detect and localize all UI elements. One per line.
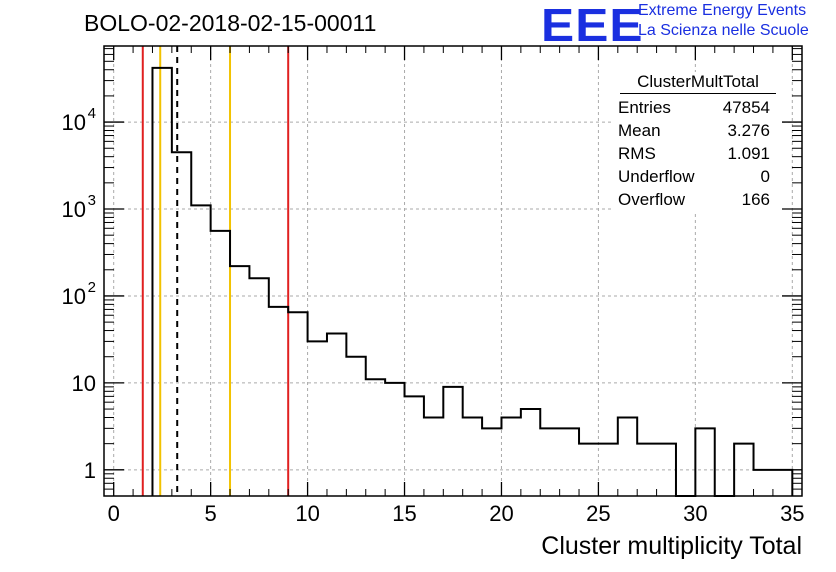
stats-label: RMS [618, 144, 656, 163]
stats-title: ClusterMultTotal [620, 72, 776, 94]
x-tick-label: 25 [586, 501, 610, 526]
x-tick-label: 0 [108, 501, 120, 526]
stats-row-entries: Entries 47854 [612, 96, 782, 119]
stats-value: 3.276 [727, 121, 770, 140]
stats-box: ClusterMultTotal Entries 47854 Mean 3.27… [612, 72, 782, 211]
x-tick-label: 35 [780, 501, 804, 526]
stats-row-overflow: Overflow 166 [612, 188, 782, 211]
stats-label: Overflow [618, 190, 686, 209]
x-tick-label: 15 [392, 501, 416, 526]
page-title: BOLO-02-2018-02-15-00011 [84, 10, 377, 36]
plot-frame [103, 45, 803, 497]
stats-row-rms: RMS 1.091 [612, 142, 782, 165]
eee-logo: EEE [541, 0, 644, 51]
y-tick-label: 10 [62, 197, 86, 222]
stats-row-underflow: Underflow 0 [612, 165, 782, 188]
stats-label: Entries [618, 98, 671, 117]
x-tick-label: 5 [205, 501, 217, 526]
x-axis-label: Cluster multiplicity Total [541, 532, 802, 560]
logo-line-2: La Scienza nelle Scuole [638, 22, 809, 39]
stats-value: 1.091 [727, 144, 770, 163]
stats-value: 47854 [722, 98, 770, 117]
logo-line-1: Extreme Energy Events [638, 2, 807, 19]
stats-row-mean: Mean 3.276 [612, 119, 782, 142]
y-tick-label: 10 [62, 284, 86, 309]
stats-label: Mean [618, 121, 661, 140]
marker-lines [141, 46, 290, 496]
x-tick-label: 10 [295, 501, 319, 526]
stats-value: 0 [760, 167, 770, 186]
y-tick-exponent: 4 [88, 105, 96, 122]
y-tick-exponent: 2 [88, 279, 96, 296]
x-tick-label: 30 [683, 501, 707, 526]
y-tick-label: 10 [62, 110, 86, 135]
grid-lines [104, 46, 802, 496]
x-axis-ticks: 0 5 10 15 20 25 30 35 [108, 46, 805, 526]
y-tick-exponent: 3 [88, 192, 96, 209]
x-tick-label: 20 [489, 501, 513, 526]
stats-value: 166 [741, 190, 770, 209]
y-tick-label: 10 [72, 371, 96, 396]
y-tick-label: 1 [84, 458, 96, 483]
stats-label: Underflow [618, 167, 695, 186]
